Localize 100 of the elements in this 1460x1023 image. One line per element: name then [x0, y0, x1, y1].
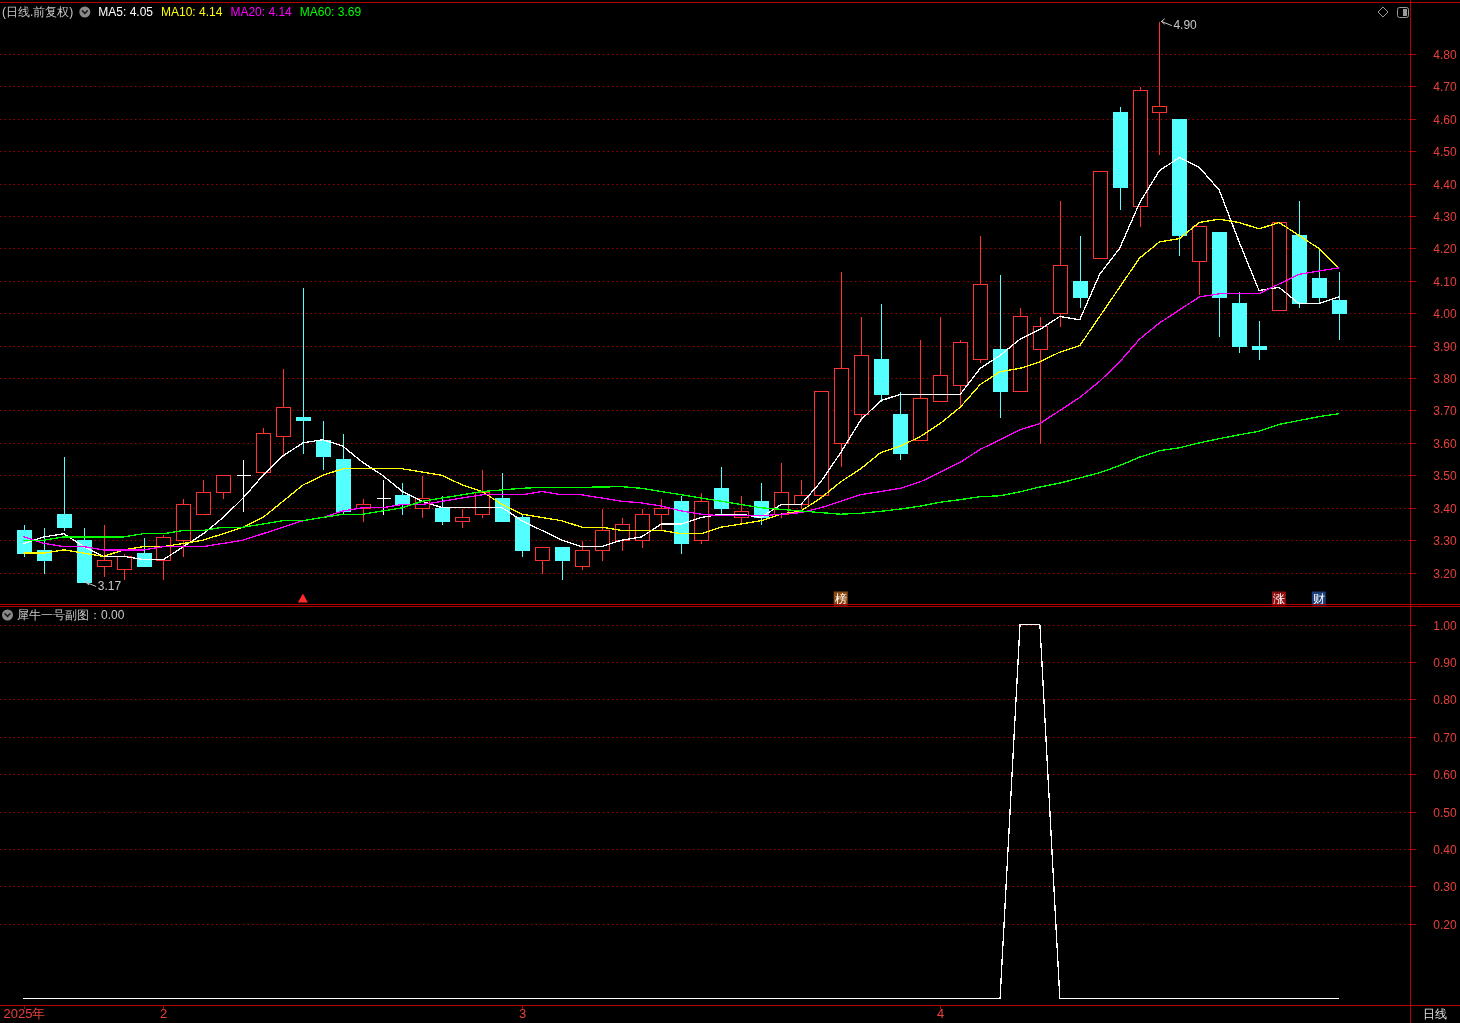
x-tick-label: 2 — [159, 1006, 168, 1021]
y-tick-label: 3.40 — [1433, 501, 1457, 516]
line-series — [23, 156, 1340, 561]
text: MA5: 4.05 — [98, 5, 154, 19]
y-tick-label: 0.30 — [1433, 879, 1457, 894]
candlestick — [674, 495, 689, 554]
y-tick-label: 3.30 — [1433, 533, 1457, 548]
y-tick-label: 0.60 — [1433, 767, 1457, 782]
y-tick-label: 4.40 — [1433, 177, 1457, 192]
x-tick-label: 2025年 — [3, 1006, 46, 1021]
candlestick — [1192, 226, 1207, 295]
candlestick — [1033, 316, 1048, 444]
y-tick-label: 4.20 — [1433, 241, 1457, 256]
candlestick — [1113, 106, 1128, 210]
candlestick — [834, 271, 849, 467]
candlestick — [1093, 171, 1108, 259]
data-label: 榜 — [834, 591, 847, 606]
y-tick-label: 0.90 — [1433, 655, 1457, 670]
y-tick-label: 4.00 — [1433, 306, 1457, 321]
candlestick — [555, 547, 570, 580]
candlestick — [913, 339, 928, 441]
data-label: 财 — [1312, 591, 1325, 606]
candlestick — [1292, 200, 1307, 308]
y-tick-label: 4.50 — [1433, 144, 1457, 159]
candlestick — [1013, 307, 1028, 392]
line-series — [23, 218, 1340, 558]
candlestick — [1053, 200, 1068, 327]
candlestick — [1073, 235, 1088, 308]
candlestick — [316, 420, 331, 470]
candlestick — [455, 508, 470, 528]
candlestick — [515, 514, 530, 557]
candlestick — [77, 527, 92, 583]
y-tick-label: 3.50 — [1433, 468, 1457, 483]
candlestick — [1232, 291, 1247, 353]
candlestick — [694, 492, 709, 544]
candlestick — [874, 303, 889, 402]
candlestick — [176, 498, 191, 557]
candlestick — [893, 391, 908, 460]
chart-title: 犀牛一号副图：0.00 — [17, 608, 125, 622]
annotation: 4.90 — [1173, 18, 1198, 33]
candlestick — [953, 339, 968, 408]
x-tick-label: 4 — [936, 1006, 945, 1021]
y-tick-label: 0.40 — [1433, 842, 1457, 857]
candlestick — [814, 391, 829, 499]
y-tick-label: 3.80 — [1433, 371, 1457, 386]
candlestick — [1252, 320, 1267, 360]
candlestick — [196, 479, 211, 515]
y-tick-label: 4.30 — [1433, 209, 1457, 224]
text: 日线 — [1423, 1007, 1447, 1021]
candlestick — [714, 466, 729, 515]
candlestick — [973, 235, 988, 363]
candlestick — [635, 508, 650, 548]
y-tick-label: 0.70 — [1433, 730, 1457, 745]
candlestick — [535, 547, 550, 574]
y-tick-label: 0.50 — [1433, 805, 1457, 820]
x-tick-label: 3 — [518, 1006, 527, 1021]
candlestick — [296, 287, 311, 454]
candlestick — [97, 524, 112, 577]
y-tick-label: 1.00 — [1433, 618, 1457, 633]
y-tick-label: 4.60 — [1433, 112, 1457, 127]
y-tick-label: 3.20 — [1433, 566, 1457, 581]
annotation: 3.17 — [97, 579, 122, 594]
candlestick — [1212, 232, 1227, 337]
y-tick-label: 4.10 — [1433, 274, 1457, 289]
candlestick — [993, 274, 1008, 418]
candlestick — [435, 495, 450, 525]
y-tick-label: 3.90 — [1433, 339, 1457, 354]
text: MA60: 3.69 — [299, 5, 362, 19]
candlestick — [216, 475, 231, 499]
candlestick — [854, 316, 869, 421]
candlestick — [137, 537, 152, 567]
candlestick — [595, 508, 610, 561]
y-tick-label: 0.20 — [1433, 917, 1457, 932]
text: MA10: 4.14 — [161, 5, 223, 19]
candlestick — [1272, 222, 1287, 311]
candlestick — [654, 498, 669, 531]
line-series — [23, 267, 1340, 551]
candlestick — [395, 482, 410, 515]
y-tick-label: 4.70 — [1433, 79, 1457, 94]
candlestick — [1312, 248, 1327, 304]
candlestick — [276, 368, 291, 457]
y-tick-label: 0.80 — [1433, 692, 1457, 707]
candlestick — [376, 479, 391, 515]
text: MA20: 4.14 — [230, 5, 293, 19]
candlestick — [1133, 86, 1148, 227]
y-tick-label: 3.60 — [1433, 436, 1457, 451]
candlestick — [1172, 119, 1187, 256]
candlestick — [256, 427, 271, 476]
candlestick — [236, 459, 251, 512]
candlestick — [1332, 271, 1347, 340]
chart-title: (日线.前复权) — [2, 5, 74, 19]
candlestick — [575, 540, 590, 570]
candlestick — [336, 433, 351, 515]
y-tick-label: 3.70 — [1433, 403, 1457, 418]
candlestick — [57, 456, 72, 531]
data-label: 涨 — [1272, 591, 1285, 606]
line-series — [23, 413, 1340, 541]
y-tick-label: 4.80 — [1433, 47, 1457, 62]
candlestick — [933, 316, 948, 402]
candlestick — [117, 553, 132, 580]
